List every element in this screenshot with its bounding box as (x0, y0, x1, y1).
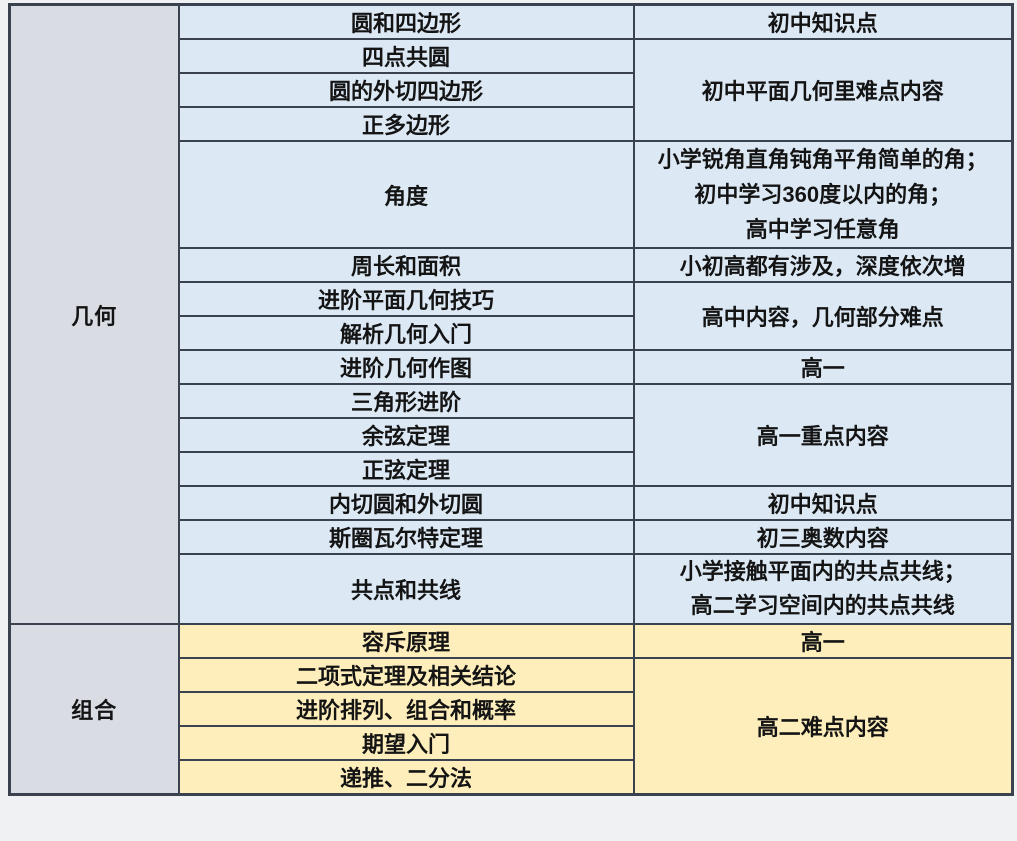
note-cell: 初中知识点 (632, 3, 1014, 40)
table-row: 正多边形 (10, 106, 1013, 142)
table-row: 余弦定理 (10, 417, 1013, 453)
topic-cell: 解析几何入门 (177, 315, 635, 351)
topic-cell: 圆和四边形 (177, 3, 635, 40)
table-row: 几何 圆和四边形 初中知识点 (8, 3, 1014, 625)
topic-cell: 进阶几何作图 (177, 349, 635, 385)
note-line: 小学锐角直角钝角平角简单的角； (657, 147, 988, 172)
topic-cell: 进阶平面几何技巧 (177, 281, 635, 317)
topic-cell: 容斥原理 (177, 623, 635, 659)
math-topics-table: 几何 圆和四边形 初中知识点 四点共圆 初中平面几何里难点内容 圆的外切四边形 … (8, 3, 1014, 796)
note-cell: 小初高都有涉及，深度依次增 (632, 247, 1014, 283)
topic-cell: 共点和共线 (177, 553, 635, 625)
table-row: 进阶几何作图 高一 (10, 349, 1014, 385)
note-cell: 高中内容，几何部分难点 (632, 281, 1014, 351)
table-row: 二项式定理及相关结论 高二难点内容 (10, 657, 1014, 796)
note-cell: 小学接触平面内的共点共线； 高二学习空间内的共点共线 (632, 553, 1014, 625)
category-cell-combinatorics: 组合 (8, 623, 180, 796)
note-cell: 初中知识点 (632, 485, 1014, 521)
topic-cell: 内切圆和外切圆 (177, 485, 635, 521)
topic-cell: 四点共圆 (177, 38, 635, 74)
table-row: 三角形进阶 高一重点内容 (10, 383, 1014, 487)
table-row: 共点和共线 小学接触平面内的共点共线； 高二学习空间内的共点共线 (10, 553, 1014, 625)
note-cell: 初中平面几何里难点内容 (632, 38, 1014, 142)
note-cell: 小学锐角直角钝角平角简单的角； 初中学习360度以内的角； 高中学习任意角 (632, 140, 1014, 249)
topic-cell: 正多边形 (177, 106, 635, 142)
topic-cell: 三角形进阶 (177, 383, 635, 419)
table-row: 期望入门 (10, 725, 1013, 761)
table-row: 四点共圆 初中平面几何里难点内容 (10, 38, 1014, 142)
note-cell: 高一重点内容 (632, 383, 1014, 487)
topic-cell: 正弦定理 (177, 451, 635, 487)
note-cell: 高二难点内容 (632, 657, 1014, 796)
table-row: 周长和面积 小初高都有涉及，深度依次增 (10, 247, 1014, 283)
table-row: 内切圆和外切圆 初中知识点 (10, 485, 1014, 521)
note-cell: 高一 (632, 623, 1014, 659)
table-row: 递推、二分法 (10, 759, 1013, 796)
note-cell: 初三奥数内容 (632, 519, 1014, 555)
table-row: 角度 小学锐角直角钝角平角简单的角； 初中学习360度以内的角； 高中学习任意角 (10, 140, 1014, 249)
topic-cell: 递推、二分法 (177, 759, 635, 796)
table-row: 进阶平面几何技巧 高中内容，几何部分难点 (10, 281, 1014, 351)
table-row: 解析几何入门 (10, 315, 1013, 351)
table-row: 进阶排列、组合和概率 (10, 691, 1013, 727)
topic-cell: 角度 (177, 140, 635, 249)
table-row: 组合 容斥原理 高一 (8, 623, 1014, 796)
table-row: 斯圈瓦尔特定理 初三奥数内容 (10, 519, 1014, 555)
topic-cell: 余弦定理 (177, 417, 635, 453)
topic-cell: 进阶排列、组合和概率 (177, 691, 635, 727)
topic-cell: 周长和面积 (177, 247, 635, 283)
note-line: 小学接触平面内的共点共线； (679, 559, 966, 584)
note-line: 初中学习360度以内的角； (694, 182, 952, 207)
note-line: 高二学习空间内的共点共线 (690, 593, 955, 618)
topic-cell: 圆的外切四边形 (177, 72, 635, 108)
topic-cell: 斯圈瓦尔特定理 (177, 519, 635, 555)
topic-cell: 期望入门 (177, 725, 635, 761)
category-cell-geometry: 几何 (8, 3, 180, 625)
topic-cell: 二项式定理及相关结论 (177, 657, 635, 693)
note-cell: 高一 (632, 349, 1014, 385)
note-line: 高中学习任意角 (745, 217, 900, 242)
table-row: 正弦定理 (10, 451, 1013, 487)
table-row: 圆的外切四边形 (10, 72, 1013, 108)
